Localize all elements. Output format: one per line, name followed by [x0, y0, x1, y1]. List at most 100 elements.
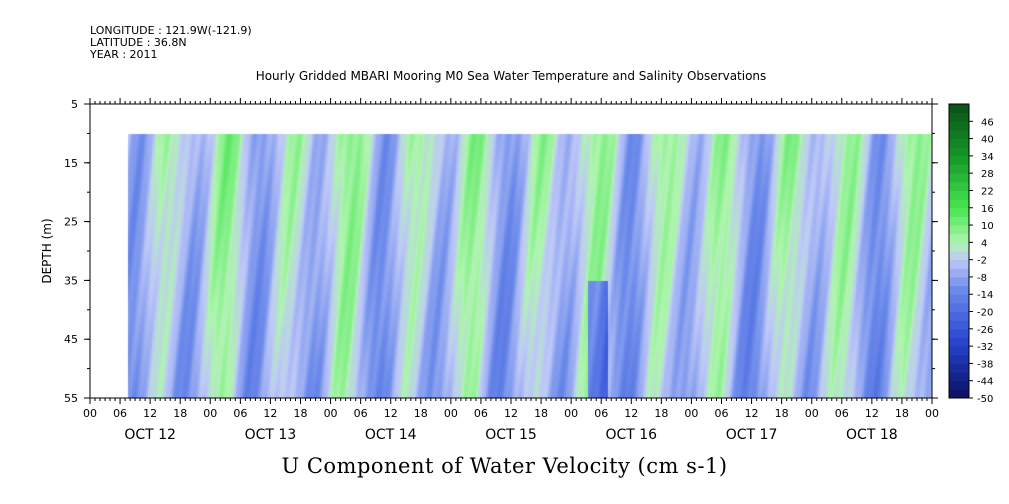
year-label: YEAR : 2011 — [90, 48, 158, 61]
colorbar-label: 4 — [981, 238, 987, 249]
colorbar-label: 16 — [981, 204, 994, 215]
x-hour-label: 12 — [143, 407, 157, 420]
x-hour-label: 06 — [835, 407, 849, 420]
x-hour-label: 18 — [895, 407, 909, 420]
x-hour-label: 00 — [684, 407, 698, 420]
colorbar-label: -8 — [977, 273, 987, 284]
colorbar-swatch — [949, 129, 969, 140]
x-hour-label: 06 — [354, 407, 368, 420]
colorbar-swatch — [949, 207, 969, 217]
colorbar-label: -2 — [977, 256, 987, 267]
y-tick-label: 35 — [64, 274, 78, 287]
x-day-label: OCT 15 — [485, 427, 537, 443]
x-hour-label: 06 — [113, 407, 127, 420]
colorbar-swatch — [949, 155, 969, 166]
x-hour-label: 12 — [745, 407, 759, 420]
x-hour-label: 18 — [775, 407, 789, 420]
x-day-label: OCT 17 — [726, 427, 778, 443]
colorbar-swatch — [949, 372, 969, 382]
x-hour-label: 00 — [444, 407, 458, 420]
x-day-label: OCT 13 — [245, 427, 297, 443]
heatmap-field — [90, 104, 932, 398]
colorbar-swatch — [949, 389, 969, 399]
colorbar-label: 40 — [981, 135, 994, 146]
x-hour-label: 18 — [654, 407, 668, 420]
y-tick-label: 45 — [64, 333, 78, 346]
x-hour-label: 00 — [83, 407, 97, 420]
x-hour-label: 06 — [474, 407, 488, 420]
colorbar-swatch — [949, 328, 969, 338]
colorbar-swatch — [949, 233, 969, 243]
x-day-label: OCT 14 — [365, 427, 417, 443]
colorbar-label: 34 — [981, 152, 994, 163]
colorbar-swatch — [949, 181, 969, 191]
colorbar-swatch — [949, 147, 969, 157]
colorbar-label: -20 — [977, 308, 993, 319]
colorbar-label: -44 — [977, 377, 993, 388]
x-hour-label: 12 — [865, 407, 879, 420]
x-hour-label: 00 — [203, 407, 217, 420]
colorbar-swatch — [949, 311, 969, 321]
x-hour-label: 12 — [263, 407, 277, 420]
latitude-label: LATITUDE : 36.8N — [90, 36, 187, 49]
colorbar-label: -32 — [977, 342, 993, 353]
y-tick-label: 15 — [64, 157, 78, 170]
colorbar-swatch — [949, 199, 969, 209]
x-day-label: OCT 12 — [124, 427, 176, 443]
colorbar-swatch — [949, 380, 969, 390]
colorbar-swatch — [949, 294, 969, 304]
x-hour-label: 18 — [534, 407, 548, 420]
colorbar-swatch — [949, 285, 969, 295]
colorbar-swatch — [949, 138, 969, 148]
colorbar-swatch — [949, 337, 969, 347]
colorbar-swatch — [949, 320, 969, 330]
x-day-label: OCT 16 — [605, 427, 657, 443]
colorbar-swatch — [949, 242, 969, 252]
x-hour-label: 06 — [594, 407, 608, 420]
y-tick-label: 55 — [64, 392, 78, 405]
y-tick-label: 25 — [64, 216, 78, 229]
x-hour-label: 12 — [624, 407, 638, 420]
colorbar-swatch — [949, 276, 969, 287]
colorbar-swatch — [949, 225, 969, 235]
colorbar-swatch — [949, 190, 969, 200]
x-hour-label: 12 — [384, 407, 398, 420]
x-hour-label: 00 — [805, 407, 819, 420]
colorbar-label: -50 — [977, 394, 993, 405]
x-hour-label: 12 — [504, 407, 518, 420]
x-hour-label: 18 — [414, 407, 428, 420]
colorbar-label: -14 — [977, 290, 993, 301]
x-axis-title: U Component of Water Velocity (cm s-1) — [281, 454, 728, 478]
colorbar-label: 28 — [981, 169, 994, 180]
colorbar-label: 22 — [981, 186, 994, 197]
colorbar-swatch — [949, 259, 969, 269]
x-hour-label: 00 — [564, 407, 578, 420]
x-hour-label: 18 — [173, 407, 187, 420]
colorbar-swatch — [949, 216, 969, 226]
colorbar-swatch — [949, 354, 969, 364]
colorbar-swatch — [949, 164, 969, 174]
colorbar-swatch — [949, 112, 969, 122]
x-hour-label: 06 — [233, 407, 247, 420]
colorbar-swatch — [949, 251, 969, 261]
colorbar-swatch — [949, 346, 969, 356]
x-day-label: OCT 18 — [846, 427, 898, 443]
colorbar-label: -38 — [977, 359, 993, 370]
x-hour-label: 00 — [925, 407, 939, 420]
colorbar-label: -26 — [977, 325, 993, 336]
colorbar-swatch — [949, 268, 969, 278]
colorbar-swatch — [949, 173, 969, 183]
colorbar-label: 46 — [981, 117, 994, 128]
colorbar-swatch — [949, 302, 969, 313]
y-axis-title: DEPTH (m) — [40, 218, 54, 283]
colorbar-swatch — [949, 104, 969, 114]
colorbar-swatch — [949, 121, 969, 131]
colorbar-label: 10 — [981, 221, 994, 232]
y-tick-label: 5 — [71, 98, 78, 111]
colorbar-frame — [948, 103, 970, 399]
x-hour-label: 18 — [294, 407, 308, 420]
longitude-label: LONGITUDE : 121.9W(-121.9) — [90, 24, 252, 37]
chart-title: Hourly Gridded MBARI Mooring M0 Sea Wate… — [255, 69, 767, 83]
